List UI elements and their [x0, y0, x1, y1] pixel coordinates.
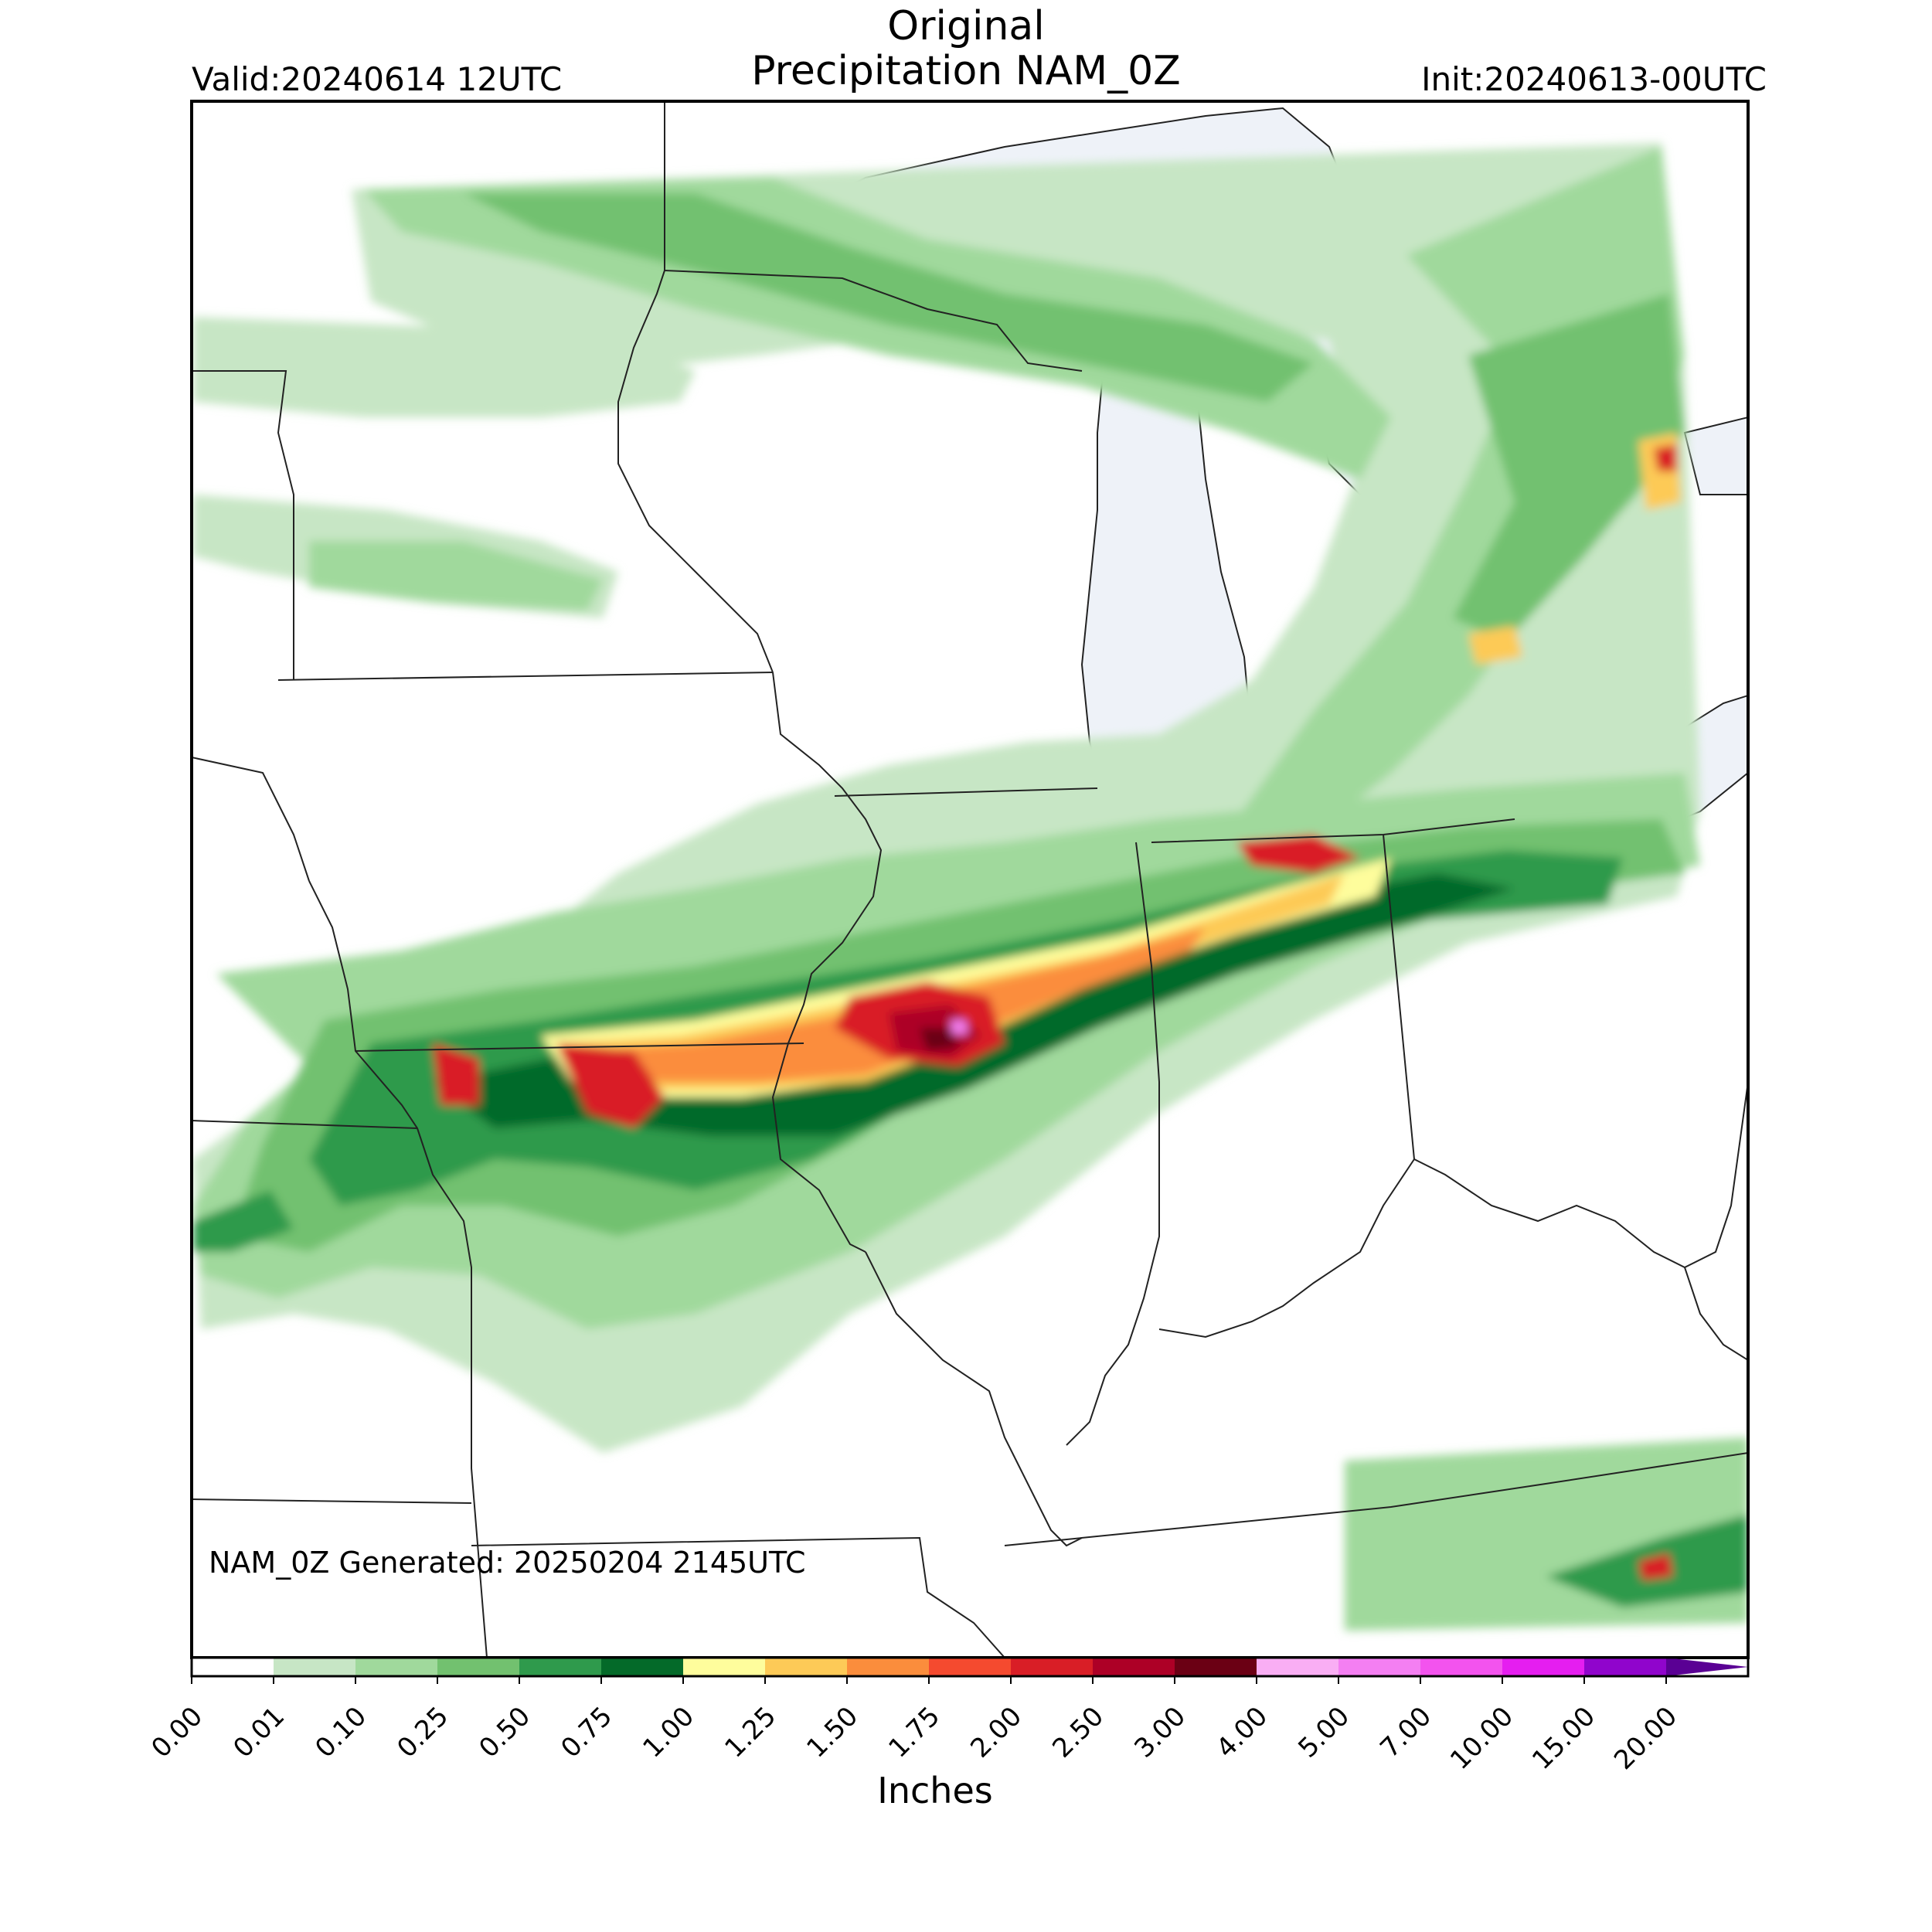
border-ia-wi-il — [771, 672, 883, 1253]
state-borders — [192, 101, 1748, 1658]
border-ia-mo — [355, 1043, 804, 1052]
generated-note: NAM_0Z Generated: 20250204 2145UTC — [209, 1546, 806, 1580]
chart-title-line2: Precipitation NAM_0Z — [751, 48, 1181, 94]
border-ne-ks — [192, 1120, 418, 1129]
lake-ontario — [1683, 416, 1748, 495]
border-il-in — [1066, 842, 1160, 1446]
border-nd-sd-mn — [192, 370, 294, 680]
precip-field — [193, 143, 1748, 1631]
border-mn-wi — [617, 270, 774, 673]
border-ks-ok — [192, 1498, 472, 1504]
colorbar-units-label: Inches — [877, 1770, 993, 1811]
border-ky-tn — [1004, 1452, 1748, 1546]
border-canada-us — [192, 101, 665, 270]
chart-title-line1: Original — [887, 3, 1045, 49]
border-mn-ia — [277, 672, 774, 681]
border-mo-ar — [471, 1536, 1005, 1658]
border-in-oh — [1383, 834, 1415, 1160]
border-mi-wi — [664, 270, 1083, 372]
border-ia-ne — [308, 880, 488, 1658]
init-time-label: Init:20240613-00UTC — [1421, 60, 1767, 98]
border-oh-ky — [1413, 1081, 1748, 1269]
border-in-ky — [1158, 1158, 1415, 1338]
border-mi-in-oh — [1151, 818, 1515, 843]
border-sd-ne — [192, 757, 310, 882]
valid-time-label: Valid:20240614 12UTC — [192, 60, 563, 98]
border-wi-il — [834, 787, 1098, 797]
border-il-mo-south — [865, 1251, 1083, 1547]
border-ky-wv-va — [1684, 1267, 1748, 1361]
